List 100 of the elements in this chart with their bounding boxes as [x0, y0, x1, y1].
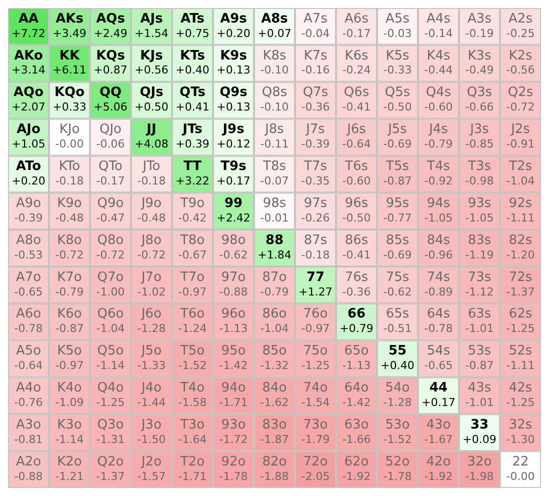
annotation: 82s [508, 232, 532, 248]
data-label: -0.76 [14, 396, 43, 410]
annotation: 33 [470, 417, 489, 432]
data-label: +0.13 [216, 100, 250, 114]
data-label: -0.04 [301, 26, 330, 40]
data-label: -0.89 [424, 285, 453, 298]
data-label: -0.81 [14, 432, 43, 446]
data-label: -1.42 [342, 396, 371, 410]
data-label: -1.04 [96, 322, 125, 336]
annotation: 53s [468, 344, 492, 359]
data-label: -1.25 [96, 396, 125, 410]
annotation: T7o [179, 270, 205, 285]
data-label: -1.02 [137, 285, 166, 298]
annotation: JTs [182, 122, 203, 138]
data-label: -0.69 [383, 248, 412, 262]
data-label: -0.35 [301, 174, 330, 188]
annotation: K4s [426, 48, 451, 64]
data-label: -1.54 [301, 396, 330, 410]
data-label: -0.06 [96, 138, 125, 151]
annotation: 63o [344, 417, 369, 432]
data-label: -1.13 [342, 359, 371, 372]
data-label: -0.48 [55, 211, 84, 224]
data-label: -0.97 [301, 322, 330, 336]
annotation: 93o [221, 417, 246, 432]
annotation: 72s [508, 270, 532, 285]
annotation: QTs [180, 85, 206, 100]
data-label: -1.92 [424, 470, 453, 483]
data-label: +0.40 [176, 64, 210, 77]
data-label: -0.11 [260, 138, 289, 151]
data-label: +0.41 [176, 100, 210, 114]
data-label: -1.25 [506, 396, 535, 410]
data-label: -0.36 [342, 285, 371, 298]
annotation: K8o [57, 232, 82, 248]
data-label: -0.64 [342, 138, 371, 151]
data-label: -0.49 [465, 64, 494, 77]
annotation: AA [18, 11, 39, 26]
data-label: -1.71 [219, 396, 248, 410]
annotation: 22 [512, 454, 529, 470]
data-label: -1.32 [260, 359, 289, 372]
annotation: Q9s [220, 85, 248, 100]
annotation: Q8s [262, 85, 288, 100]
annotation: 75o [303, 344, 328, 359]
data-label: -1.37 [96, 470, 125, 483]
data-label: -0.79 [55, 285, 84, 298]
annotation: 42s [508, 380, 532, 396]
annotation: 52o [385, 454, 410, 470]
data-label: -1.21 [55, 470, 84, 483]
data-label: -1.98 [465, 470, 494, 483]
data-label: -0.24 [342, 64, 371, 77]
annotation: 97s [304, 196, 328, 211]
data-label: -0.18 [55, 174, 84, 188]
annotation: J8s [264, 122, 284, 138]
annotation: QTo [98, 159, 123, 174]
data-label: +0.20 [216, 26, 250, 40]
data-label: -1.05 [465, 211, 494, 224]
annotation: JJ [146, 122, 156, 138]
annotation: K5s [386, 48, 410, 64]
annotation: 32s [508, 417, 532, 432]
annotation: A8s [261, 11, 288, 26]
annotation: 96o [221, 306, 246, 322]
data-label: -1.62 [260, 396, 289, 410]
data-label: -0.87 [465, 359, 494, 372]
data-label: -0.69 [383, 138, 412, 151]
annotation: 53o [385, 417, 410, 432]
annotation: Q4s [426, 85, 452, 100]
data-label: -0.50 [383, 100, 412, 114]
data-label: -0.39 [14, 211, 43, 224]
data-label: -1.57 [137, 470, 166, 483]
data-label: -0.62 [383, 285, 412, 298]
annotation: K2s [508, 48, 533, 64]
annotation: J6o [140, 306, 162, 322]
data-label: +0.87 [94, 64, 128, 77]
annotation: K3o [57, 417, 82, 432]
annotation: 43s [468, 380, 492, 396]
annotation: 75s [386, 270, 410, 285]
annotation: Q6s [344, 85, 370, 100]
data-label: -0.25 [506, 26, 535, 40]
data-label: -0.26 [301, 211, 330, 224]
data-label: -1.87 [260, 432, 289, 446]
annotation: 84s [426, 232, 450, 248]
annotation: J4s [428, 122, 448, 138]
annotation: T2o [179, 454, 205, 470]
annotation: 85o [262, 344, 287, 359]
data-label: -1.31 [96, 432, 125, 446]
annotation: A3o [16, 417, 42, 432]
annotation: 73o [303, 417, 328, 432]
data-label: +0.17 [216, 174, 250, 188]
annotation: K7s [304, 48, 328, 64]
data-label: +7.72 [12, 26, 46, 40]
data-label: +1.84 [258, 248, 292, 262]
data-label: -0.67 [178, 248, 207, 262]
annotation: A9s [220, 11, 248, 26]
data-label: -1.14 [96, 359, 125, 372]
annotation: 95s [386, 196, 410, 211]
data-label: +0.09 [462, 432, 496, 446]
data-label: -0.41 [342, 248, 371, 262]
annotation: 94s [426, 196, 450, 211]
data-label: -1.28 [383, 396, 412, 410]
annotation: K2o [57, 454, 82, 470]
annotation: T9o [179, 196, 205, 211]
